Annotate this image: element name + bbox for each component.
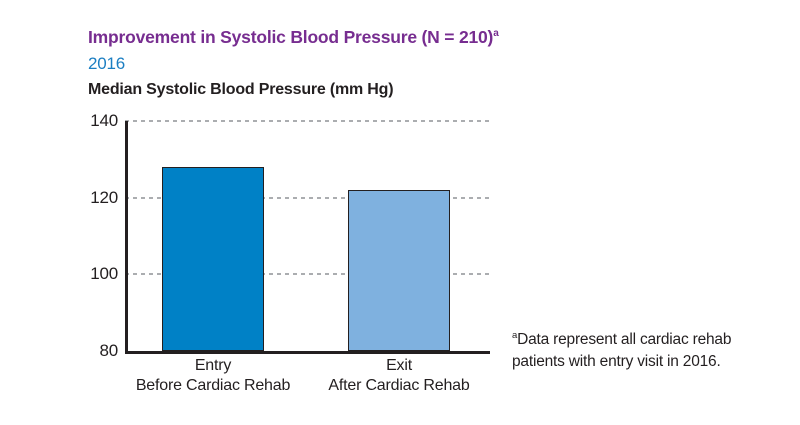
y-tick-80: 80 [99,341,118,360]
bar-entry [162,167,264,351]
x-label-entry: Entry Before Cardiac Rehab [103,356,323,396]
x-label-entry-line-1: Entry [194,357,232,374]
gridline-140 [125,120,490,122]
x-label-entry-line-2: Before Cardiac Rehab [135,377,291,394]
y-tick-100: 100 [90,264,118,284]
footnote-line-1: aData represent all cardiac rehab [512,329,792,351]
chart-header: Improvement in Systolic Blood Pressure (… [88,27,499,100]
y-tick-120: 120 [90,187,118,207]
gridline-120 [125,196,490,199]
y-axis-title: Median Systolic Blood Pressure (mm Hg) [88,81,394,98]
x-label-exit-line-1: Exit [386,357,412,374]
y-axis-line [125,121,128,354]
bar-exit [348,190,450,351]
x-label-exit: Exit After Cardiac Rehab [289,356,509,396]
chart-title-text: Improvement in Systolic Blood Pressure (… [88,27,494,47]
footnote-text-1: Data represent all cardiac rehab [517,331,732,348]
footnote-line-2: patients with entry visit in 2016. [512,353,721,370]
x-label-exit-line-2: After Cardiac Rehab [328,377,470,394]
x-axis-line [125,351,490,354]
footnote: aData represent all cardiac rehab patien… [512,329,792,373]
chart-title-superscript: a [493,28,499,40]
footnote-superscript: a [512,329,518,341]
gridline-100 [125,273,490,276]
y-tick-140: 140 [90,111,118,130]
chart-year-subtitle: 2016 [88,54,126,73]
chart-title: Improvement in Systolic Blood Pressure (… [88,27,499,47]
